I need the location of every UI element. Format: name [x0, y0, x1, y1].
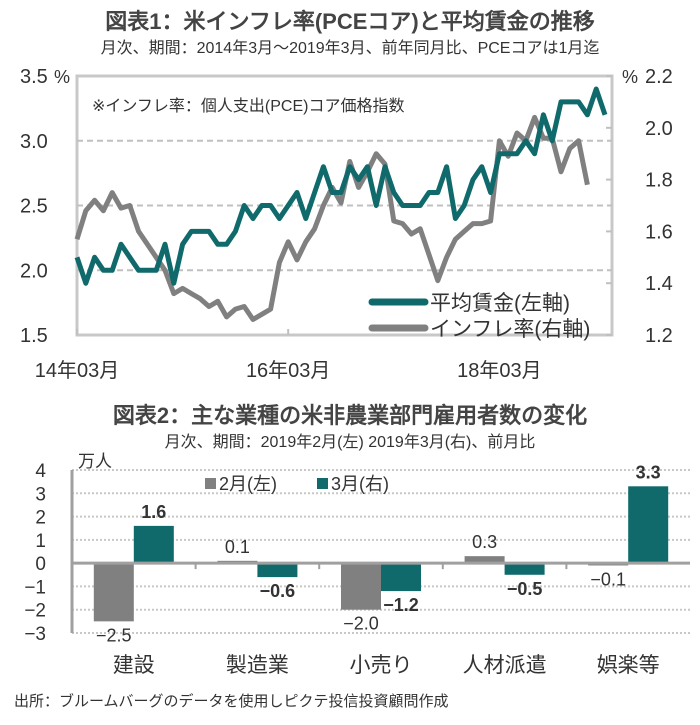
- right-tick-label: 1.4: [645, 273, 673, 295]
- legend-swatch: [317, 478, 328, 489]
- category-label: 建設: [113, 654, 155, 677]
- chart1-annotation: ※インフレ率：個人支出(PCE)コア価格指数: [92, 98, 405, 115]
- bar-mar: [504, 563, 545, 575]
- bar-mar: [628, 486, 669, 564]
- left-tick-label: 3.5: [20, 66, 48, 88]
- data-label: −2.5: [96, 625, 132, 645]
- bar-chart: 43210−1−2−3万人建設−2.51.6製造業0.1−0.6小売り−2.0−…: [24, 452, 690, 677]
- bar-feb: [341, 563, 381, 610]
- chart2-subtitle: 月次、期間：2019年2月(左) 2019年3月(右)、前月比: [164, 434, 536, 451]
- right-tick-label: 2.2: [645, 66, 673, 88]
- data-label: 1.6: [141, 502, 166, 522]
- unit-label: 万人: [78, 452, 112, 471]
- x-tick-label: 16年03月: [246, 359, 331, 382]
- left-tick-label: 1.5: [20, 325, 48, 347]
- data-label: 0.3: [472, 532, 497, 552]
- right-tick-label: 1.6: [645, 221, 673, 243]
- left-unit-label: %: [54, 67, 70, 87]
- chart1-subtitle: 月次、期間：2014年3月～2019年3月、前年同月比、PCEコアは1月迄: [100, 40, 600, 57]
- category-label: 人材派遣: [463, 654, 547, 677]
- data-label: −1.2: [383, 595, 419, 615]
- series-line-wages: [74, 86, 608, 286]
- x-tick-label: 14年03月: [35, 359, 120, 382]
- bar-mar: [257, 563, 298, 578]
- category-label: 製造業: [226, 654, 289, 677]
- category-label: 娯楽等: [597, 654, 660, 677]
- right-tick-label: 1.8: [645, 170, 673, 192]
- y-tick-label: 1: [35, 531, 46, 552]
- y-tick-label: 2: [35, 508, 46, 529]
- data-label: −0.1: [590, 569, 626, 589]
- legend-label: 2月(左): [219, 474, 277, 494]
- bar-feb: [464, 556, 505, 564]
- data-label: −0.5: [507, 579, 543, 599]
- data-label: −0.6: [260, 581, 296, 601]
- right-tick-label: 2.0: [645, 118, 673, 140]
- bar-mar: [133, 525, 174, 564]
- bar-feb: [93, 563, 134, 622]
- left-tick-label: 2.0: [20, 260, 48, 282]
- chart1-title: 図表1：米インフレ率(PCEコア)と平均賃金の推移: [105, 9, 595, 34]
- y-tick-label: −1: [24, 577, 46, 598]
- line-chart: 3.5 3.0 2.5 2.0 1.5% 2.2 2.0 1.8 1.6 1.4 1.2% 14年03…: [20, 66, 673, 382]
- y-tick-label: 3: [35, 484, 46, 505]
- data-label: 0.1: [225, 537, 250, 557]
- data-label: −2.0: [343, 614, 379, 634]
- source-note: 出所：ブルームバーグのデータを使用しピクテ投信投資顧問作成: [14, 693, 449, 710]
- category-label: 小売り: [350, 654, 413, 677]
- y-tick-label: −2: [24, 601, 46, 622]
- y-tick-label: 4: [35, 461, 46, 482]
- y-tick-label: −3: [24, 624, 46, 645]
- legend-label: 3月(右): [331, 474, 389, 494]
- left-tick-label: 3.0: [20, 131, 48, 153]
- right-unit-label: %: [622, 67, 638, 87]
- legend-label: 平均賃金(左軸): [430, 292, 570, 315]
- data-label: 3.3: [636, 462, 661, 482]
- legend-swatch: [205, 478, 216, 489]
- y-tick-label: 0: [35, 554, 46, 575]
- legend-label: インフレ率(右軸): [430, 318, 590, 341]
- series-line-inflation: [74, 114, 590, 322]
- left-tick-label: 2.5: [20, 196, 48, 218]
- bar-mar: [381, 563, 421, 592]
- x-tick-label: 18年03月: [457, 359, 542, 382]
- chart2-title: 図表2：主な業種の米非農業部門雇用者数の変化: [112, 403, 588, 428]
- right-tick-label: 1.2: [645, 325, 673, 347]
